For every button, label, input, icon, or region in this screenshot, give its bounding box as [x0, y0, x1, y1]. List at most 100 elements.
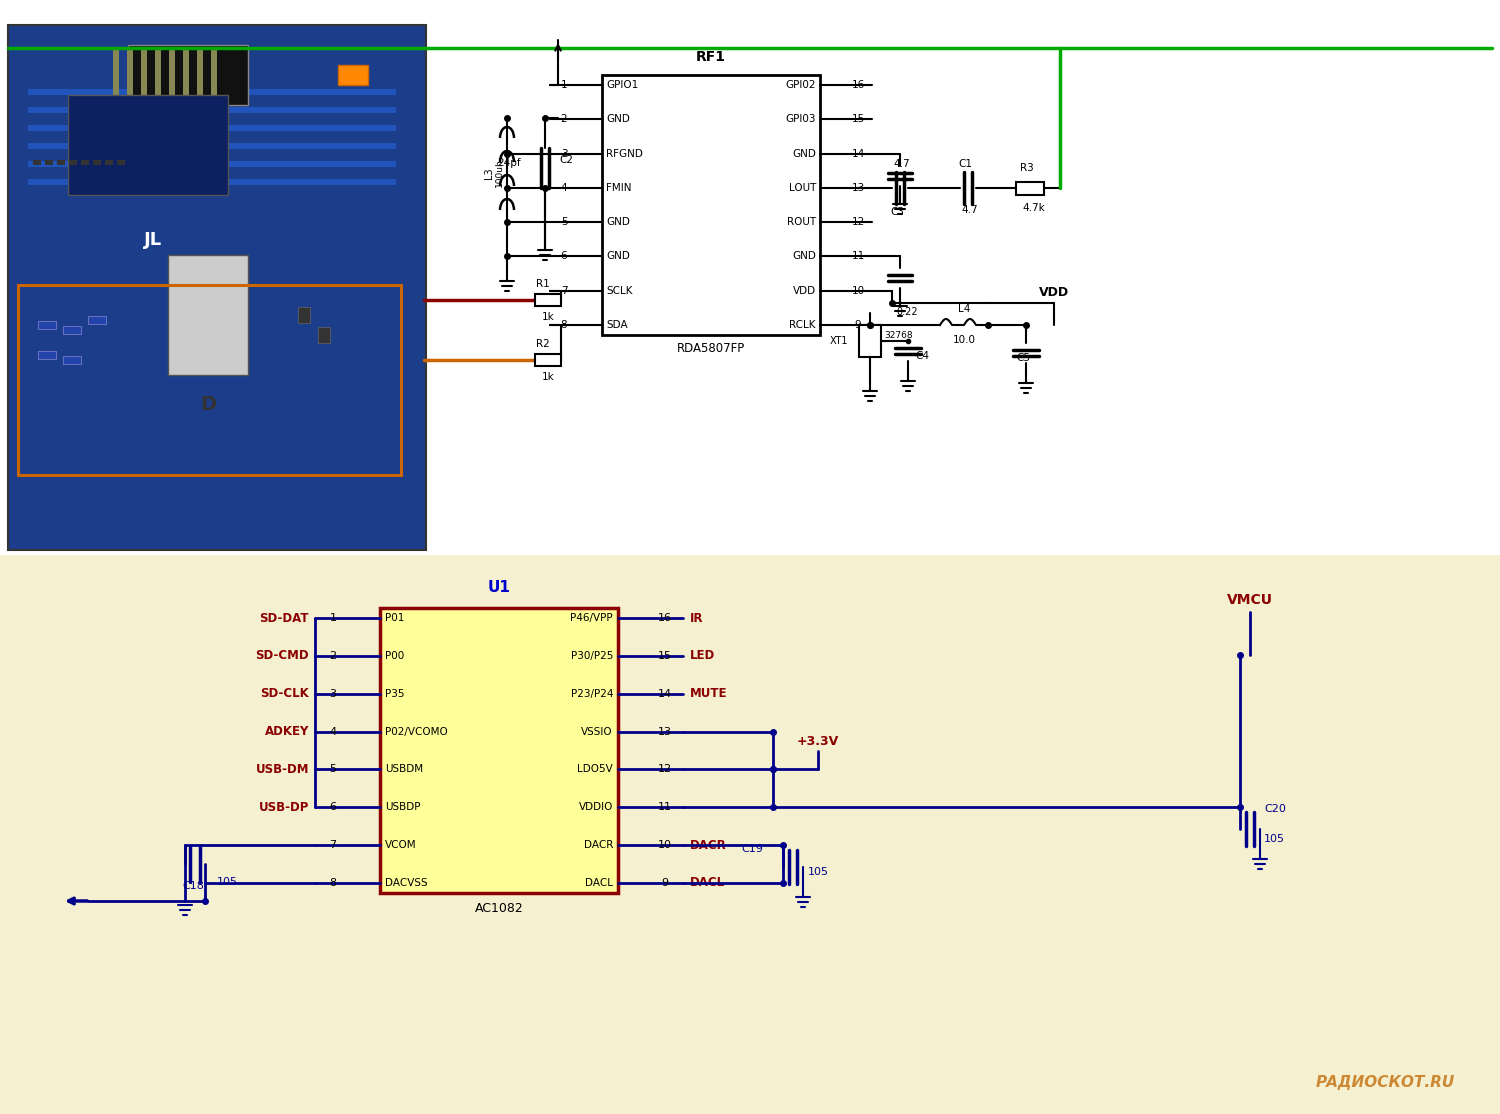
Bar [28, 179, 396, 185]
Text: JL: JL [144, 231, 162, 250]
Text: 105: 105 [1264, 834, 1286, 844]
Text: C1: C1 [958, 159, 972, 169]
Text: LOUT: LOUT [789, 183, 816, 193]
Text: GND: GND [792, 148, 816, 158]
Text: 6: 6 [330, 802, 336, 812]
Text: 4.7: 4.7 [962, 205, 978, 215]
Text: 4.7k: 4.7k [1023, 203, 1046, 213]
Bar [8, 25, 426, 550]
Text: 1k: 1k [542, 312, 555, 322]
Text: FMIN: FMIN [606, 183, 631, 193]
Bar [170, 49, 176, 107]
Bar [38, 351, 56, 359]
Text: 100uh: 100uh [495, 158, 504, 187]
Bar [128, 49, 134, 107]
Text: 1: 1 [330, 613, 336, 623]
Text: 1k: 1k [542, 372, 555, 382]
Text: 1: 1 [561, 80, 567, 90]
Text: 9: 9 [662, 878, 669, 888]
Text: 11: 11 [658, 802, 672, 812]
Text: GPIO1: GPIO1 [606, 80, 639, 90]
Bar [112, 49, 118, 107]
Text: D: D [200, 395, 216, 414]
Bar [117, 160, 124, 165]
Text: 0.22: 0.22 [896, 307, 918, 317]
Bar [318, 328, 330, 343]
Bar [105, 160, 112, 165]
Text: 10: 10 [852, 285, 864, 295]
Text: DACL: DACL [690, 877, 724, 889]
Bar [602, 75, 820, 335]
Text: R2: R2 [536, 339, 550, 349]
Text: 4.7: 4.7 [894, 159, 910, 169]
Text: DACL: DACL [585, 878, 614, 888]
Bar [88, 316, 106, 324]
Bar [154, 49, 160, 107]
Text: VSSIO: VSSIO [582, 726, 614, 736]
Text: РАДИОСКОТ.RU: РАДИОСКОТ.RU [1316, 1075, 1455, 1089]
Bar [18, 285, 400, 475]
Text: 8: 8 [561, 320, 567, 330]
Bar [28, 89, 396, 95]
Text: RDA5807FP: RDA5807FP [676, 342, 746, 355]
Bar [141, 49, 147, 107]
Text: 12: 12 [852, 217, 864, 227]
Text: MUTE: MUTE [690, 687, 728, 701]
Text: GPI02: GPI02 [786, 80, 816, 90]
Text: 13: 13 [852, 183, 864, 193]
Text: SD-CMD: SD-CMD [255, 649, 309, 663]
Text: LED: LED [690, 649, 715, 663]
Text: 10: 10 [658, 840, 672, 850]
Text: P00: P00 [386, 651, 405, 661]
Text: L3: L3 [484, 167, 494, 179]
Bar [196, 49, 202, 107]
Bar [211, 49, 217, 107]
Bar [0, 555, 1500, 1114]
Text: VCOM: VCOM [386, 840, 417, 850]
Text: P23/P24: P23/P24 [570, 688, 614, 698]
Bar [93, 160, 100, 165]
Bar [81, 160, 88, 165]
Text: SD-CLK: SD-CLK [261, 687, 309, 701]
Text: 8: 8 [330, 878, 336, 888]
Bar [536, 354, 561, 367]
Bar [45, 160, 53, 165]
Bar [298, 307, 310, 323]
Text: 16: 16 [852, 80, 864, 90]
Text: GND: GND [606, 217, 630, 227]
Text: VDDIO: VDDIO [579, 802, 614, 812]
Text: 11: 11 [852, 252, 864, 262]
Text: 7: 7 [330, 840, 336, 850]
Text: R1: R1 [536, 278, 550, 289]
Text: RFGND: RFGND [606, 148, 644, 158]
Bar [28, 107, 396, 113]
Text: SCLK: SCLK [606, 285, 633, 295]
Bar [338, 65, 368, 85]
Bar [1016, 182, 1044, 195]
Text: VDD: VDD [794, 285, 816, 295]
Text: 14: 14 [658, 688, 672, 698]
Text: 10.0: 10.0 [952, 335, 975, 345]
Text: VDD: VDD [1040, 286, 1070, 300]
Bar [57, 160, 64, 165]
Bar [28, 125, 396, 131]
Text: 13: 13 [658, 726, 672, 736]
Text: U1: U1 [488, 580, 510, 596]
Text: 24pf: 24pf [498, 158, 520, 168]
Text: 4: 4 [330, 726, 336, 736]
Text: C4: C4 [915, 351, 928, 361]
Bar [168, 255, 248, 375]
Text: P01: P01 [386, 613, 405, 623]
Text: DACR: DACR [690, 839, 726, 851]
Text: 2: 2 [561, 115, 567, 125]
Bar [69, 160, 76, 165]
Bar [63, 326, 81, 334]
Bar [38, 321, 56, 329]
Text: 3: 3 [561, 148, 567, 158]
Text: USB-DM: USB-DM [255, 763, 309, 776]
Bar [183, 49, 189, 107]
Text: 105: 105 [808, 867, 830, 877]
Text: P30/P25: P30/P25 [570, 651, 614, 661]
Text: P02/VCOMO: P02/VCOMO [386, 726, 447, 736]
Text: 32768: 32768 [884, 332, 912, 341]
